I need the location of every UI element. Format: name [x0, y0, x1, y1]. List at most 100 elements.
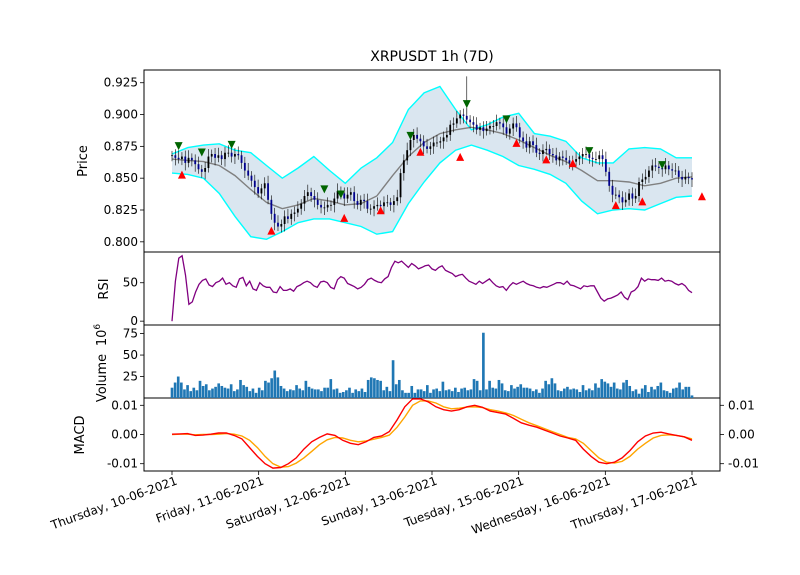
volume-bar [295, 385, 298, 398]
volume-bar [189, 391, 193, 398]
price-ytick-label: 0.875 [104, 139, 138, 153]
candle-body [439, 141, 442, 143]
candle-body [512, 123, 515, 129]
volume-bar [360, 388, 364, 398]
volume-bar [195, 390, 199, 398]
candle-body [353, 192, 356, 202]
candle-body [293, 212, 296, 214]
volume-bar [566, 386, 569, 398]
candle-body [323, 207, 326, 209]
candle-body [267, 183, 269, 200]
buy-signal-marker [611, 201, 620, 210]
candle-body [436, 142, 438, 144]
volume-bar [173, 382, 177, 398]
rsi-ytick-label: 0 [130, 314, 138, 328]
volume-bar [603, 381, 607, 398]
volume-bar [270, 378, 273, 398]
candle-body [184, 156, 187, 163]
volume-bar [363, 391, 367, 398]
volume-bar [180, 382, 183, 398]
candle-body [644, 176, 647, 180]
macd-line [171, 398, 693, 469]
volume-bar [544, 380, 547, 398]
volume-bar [223, 387, 227, 398]
candle-body [595, 159, 597, 160]
buy-signal-marker [638, 197, 647, 206]
candle-body [393, 201, 395, 205]
volume-bar [438, 391, 442, 398]
sell-signal-marker [406, 131, 415, 140]
volume-bar [170, 387, 174, 398]
candle-body [542, 150, 544, 154]
candle-body [565, 157, 568, 161]
price-ytick-label: 0.900 [104, 108, 138, 122]
buy-signal-marker [568, 159, 577, 168]
volume-bar [232, 391, 236, 398]
candle-body [621, 197, 624, 203]
rsi-panel: RSI [97, 251, 721, 326]
volume-bar [401, 390, 404, 398]
volume-bar [273, 370, 277, 398]
buy-signal-marker [267, 226, 276, 235]
candle-body [214, 154, 216, 158]
volume-bar [298, 388, 301, 398]
price-ytick-label: 0.825 [104, 203, 138, 217]
candle-body [227, 152, 230, 154]
macd-ytick-label: -0.01 [107, 457, 138, 471]
volume-bar [587, 388, 591, 398]
volume-bar [466, 390, 470, 398]
candle-body [518, 127, 521, 138]
volume-bar [183, 389, 186, 398]
volume-bar [289, 389, 292, 398]
candle-body [197, 164, 200, 170]
volume-bar [292, 390, 295, 398]
volume-bar [575, 389, 579, 398]
rsi-ytick-label: 50 [123, 276, 138, 290]
volume-bar [348, 387, 351, 398]
volume-bar [653, 389, 656, 398]
volume-bar [525, 387, 529, 398]
volume-bar [447, 389, 451, 398]
volume-bar [419, 389, 423, 398]
volume-bar [634, 389, 638, 398]
candle-body [429, 146, 432, 149]
candle-body [260, 188, 263, 194]
volume-bar [345, 390, 348, 398]
candle-body [200, 169, 203, 172]
candle-body [207, 156, 210, 168]
sell-signal-marker [227, 140, 236, 149]
volume-bar [687, 386, 691, 398]
rsi-line [171, 254, 693, 322]
candle-body [224, 152, 226, 160]
candle-body [416, 134, 419, 139]
volume-bar [382, 390, 386, 398]
macd-ytick-label: 0.00 [111, 428, 138, 442]
volume-bar [472, 379, 476, 398]
candle-body [187, 157, 190, 163]
candle-body [545, 148, 548, 151]
candle-body [515, 123, 518, 128]
volume-bar [214, 386, 217, 398]
volume-bar [354, 389, 358, 398]
chart-title: XRPUSDT 1h (7D) [370, 49, 494, 65]
volume-bar [578, 391, 582, 398]
volume-bar [497, 379, 501, 398]
volume-bar [541, 388, 544, 398]
candle-body [396, 197, 399, 202]
candle-body [548, 148, 551, 154]
candle-body [442, 137, 445, 142]
candle-body [465, 115, 468, 120]
volume-bar [619, 389, 622, 398]
volume-bar [594, 383, 597, 398]
candle-body [568, 160, 571, 163]
volume-bar [503, 390, 507, 398]
volume-bar [394, 384, 398, 398]
bollinger-middle-line [171, 126, 693, 210]
volume-bar [391, 360, 395, 398]
volume-bar [226, 388, 230, 398]
volume-bar [457, 391, 460, 398]
candle-body [283, 216, 286, 224]
volume-bar [304, 380, 308, 398]
volume-bar [671, 388, 675, 398]
volume-bar [609, 386, 613, 398]
